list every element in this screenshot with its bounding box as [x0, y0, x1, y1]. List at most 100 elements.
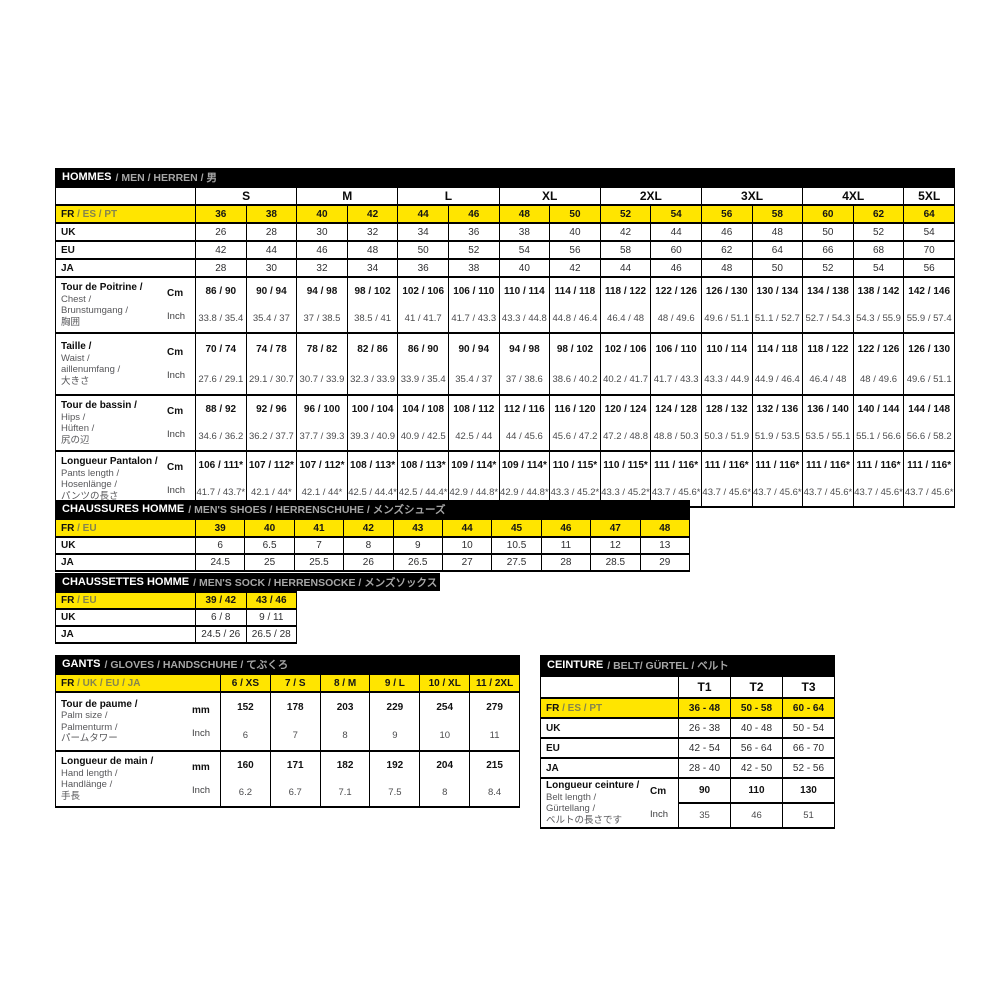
value-cell: 6 / XS: [220, 673, 271, 693]
table-row: FR / ES / PT 36 - 48 50 - 58 60 - 64: [540, 697, 835, 719]
metric-bottom-value: 41 / 41.7: [404, 313, 442, 324]
metric-bottom-value: 30.7 / 33.9: [299, 373, 345, 385]
metric-name: Longueur de main /: [61, 756, 154, 767]
value-cell: 64: [751, 240, 804, 260]
metric-name-alt: Brunstumgang /: [61, 305, 129, 316]
men-table-title-secondary: / MEN / HERREN / 男: [115, 171, 218, 184]
metric-name-alt: Palm size /: [61, 710, 108, 721]
table-row: 35 46 51: [541, 802, 835, 829]
metric-bottom-value: 55.1 / 56.6: [856, 431, 901, 442]
metric-bottom-value: 42.5 / 44.4*: [348, 487, 397, 498]
metric-bottom-value: 49.6 / 51.1: [704, 313, 750, 324]
value-cell: 36: [397, 258, 449, 278]
row-label: FR / EU: [55, 518, 196, 538]
metric-value-stack: 171 6.7: [271, 753, 319, 805]
row-label-primary: UK: [546, 722, 561, 734]
metric-bottom-value: 42.1 / 44*: [301, 487, 343, 498]
metric-bottom-cell: 46: [730, 802, 783, 829]
metric-value-stack: 74 / 78 29.1 / 30.7: [247, 335, 296, 393]
metric-bottom-value: 48.8 / 50.3: [653, 431, 699, 442]
metric-value-stack: 160 6.2: [221, 753, 269, 805]
value-cell: 70: [903, 240, 955, 260]
metric-units: mm Inch: [192, 699, 215, 745]
metric-top-value: 106 / 111*: [198, 460, 244, 471]
metric-value-stack: 134 / 138 52.7 / 54.3: [804, 279, 853, 331]
metric-top-value: 111 / 116*: [704, 460, 749, 471]
metric-top-value: 126 / 130: [908, 343, 951, 355]
metric-value-stack: 122 / 126 48 / 49.6: [854, 335, 903, 393]
metric-value-stack: 132 / 136 51.9 / 53.5: [753, 397, 802, 449]
metric-value-stack: 204 8: [421, 753, 469, 805]
corner-cell: [540, 675, 679, 699]
table-row: Tour de Poitrine / Chest / Brunstumgang / 胸…: [55, 276, 955, 334]
metric-top-value: 171: [286, 760, 304, 771]
metric-bottom-value: 55.9 / 57.4: [906, 313, 952, 324]
metric-value-cell: 134 / 138 52.7 / 54.3: [802, 276, 854, 334]
unit-bottom-label: Inch: [650, 809, 668, 820]
metric-value-cell: 114 / 118 44.9 / 46.4: [751, 332, 804, 396]
metric-bottom-value: 37.7 / 39.3: [299, 431, 345, 442]
value-cell: 8: [343, 536, 394, 555]
table-row: FR / EU 39 40 41 42 43 44 45 46 47 48: [55, 518, 691, 538]
metric-value-stack: 192 7.5: [371, 753, 419, 805]
metric-names: Taille / Waist / aillenumfang / 大きさ: [61, 341, 120, 387]
value-cell: 26 - 38: [678, 717, 731, 739]
table-row: FR / ES / PT 36 38 40 42 44 46 48 50 52 54 56 58 60 62…: [55, 204, 955, 224]
value-cell: 52: [802, 258, 854, 278]
value-cell: 29: [639, 553, 691, 572]
belt-table-body: T1 T2 T3 FR / ES / PT 36 - 48 50 - 58 60 - 64 U…: [540, 675, 835, 829]
metric-bottom-value: 35.4 / 37: [455, 373, 493, 385]
belt-size-cell: T1: [678, 675, 731, 699]
metric-value-stack: 106 / 110 41.7 / 43.3: [449, 279, 498, 331]
metric-top-value: 144 / 148: [908, 404, 951, 415]
value-cell: 40: [549, 222, 601, 242]
row-label-primary: UK: [61, 612, 76, 623]
metric-top-value: 109 / 114*: [501, 460, 547, 471]
metric-top-value: 116 / 120: [554, 404, 596, 415]
metric-bottom-value: 32.3 / 33.9: [350, 373, 396, 385]
metric-value-stack: 88 / 92 34.6 / 36.2: [196, 397, 245, 449]
metric-bottom-value: 37 / 38.6: [505, 373, 543, 385]
socks-table-title: CHAUSSETTES HOMME: [62, 576, 190, 588]
metric-value-stack: 96 / 100 37.7 / 39.3: [298, 397, 347, 449]
metric-bottom-value: 40.9 / 42.5: [400, 431, 446, 442]
metric-bottom-value: 43.3 / 44.9: [704, 373, 750, 385]
metric-value-cell: 111 / 116* 43.7 / 45.6*: [650, 450, 702, 508]
value-cell: 42: [343, 518, 394, 538]
metric-label-cell: Tour de Poitrine / Chest / Brunstumgang / 胸…: [55, 276, 196, 334]
row-label-primary: EU: [546, 742, 560, 754]
socks-table-title-secondary: / MEN'S SOCK / HERRENSOCKE / メンズソックス: [193, 576, 438, 589]
metric-value-stack: 107 / 112* 42.1 / 44*: [247, 453, 296, 505]
value-cell: 50 - 58: [730, 697, 783, 719]
value-cell: 46: [700, 222, 753, 242]
value-cell: 7: [293, 536, 345, 555]
value-cell: 46: [296, 240, 348, 260]
metric-top-value: 102 / 106: [604, 343, 647, 355]
value-cell: 46: [540, 518, 592, 538]
metric-bottom-value: 42.9 / 44.8*: [449, 487, 499, 498]
table-row: JA 28 30 32 34 36 38 40 42 44 46 48 50 52 54 56: [55, 258, 955, 278]
metric-label-cell: Longueur de main / Hand length / Handlänge…: [55, 750, 221, 808]
metric-value-cell: 98 / 102 38.5 / 41: [346, 276, 399, 334]
value-cell: 24.5: [194, 553, 246, 572]
metric-bottom-value: 34.6 / 36.2: [198, 431, 244, 442]
size-group-cell: 2XL: [599, 186, 702, 206]
row-label: FR / ES / PT: [540, 697, 679, 719]
row-label-primary: UK: [61, 226, 76, 238]
metric-top-value: 142 / 146: [908, 286, 951, 297]
row-label: UK: [55, 608, 196, 627]
value-cell: 62: [700, 240, 753, 260]
belt-table-title-bar: CEINTURE / BELT/ GÜRTEL / ベルト: [540, 655, 835, 675]
metric-top-value: 204: [436, 760, 454, 771]
row-label-primary: JA: [61, 629, 74, 640]
metric-top-value: 112 / 116: [504, 404, 545, 415]
metric-value-cell: 110 / 115* 43.3 / 45.2*: [599, 450, 652, 508]
metric-value-cell: 106 / 111* 41.7 / 43.7*: [195, 450, 247, 508]
metric-top-value: 111 / 116*: [805, 460, 850, 471]
metric-top-value: 110 / 114: [706, 343, 748, 355]
metric-name-alt: 大きさ: [61, 375, 90, 387]
row-label: EU: [540, 737, 679, 759]
value-cell: 50: [397, 240, 449, 260]
metric-names: Tour de bassin / Hips / Hüften / 尻の辺: [61, 400, 137, 446]
